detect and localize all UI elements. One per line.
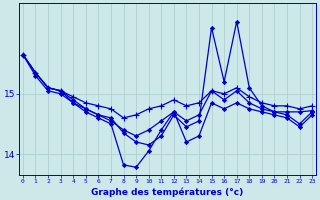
X-axis label: Graphe des températures (°c): Graphe des températures (°c) [92,187,244,197]
